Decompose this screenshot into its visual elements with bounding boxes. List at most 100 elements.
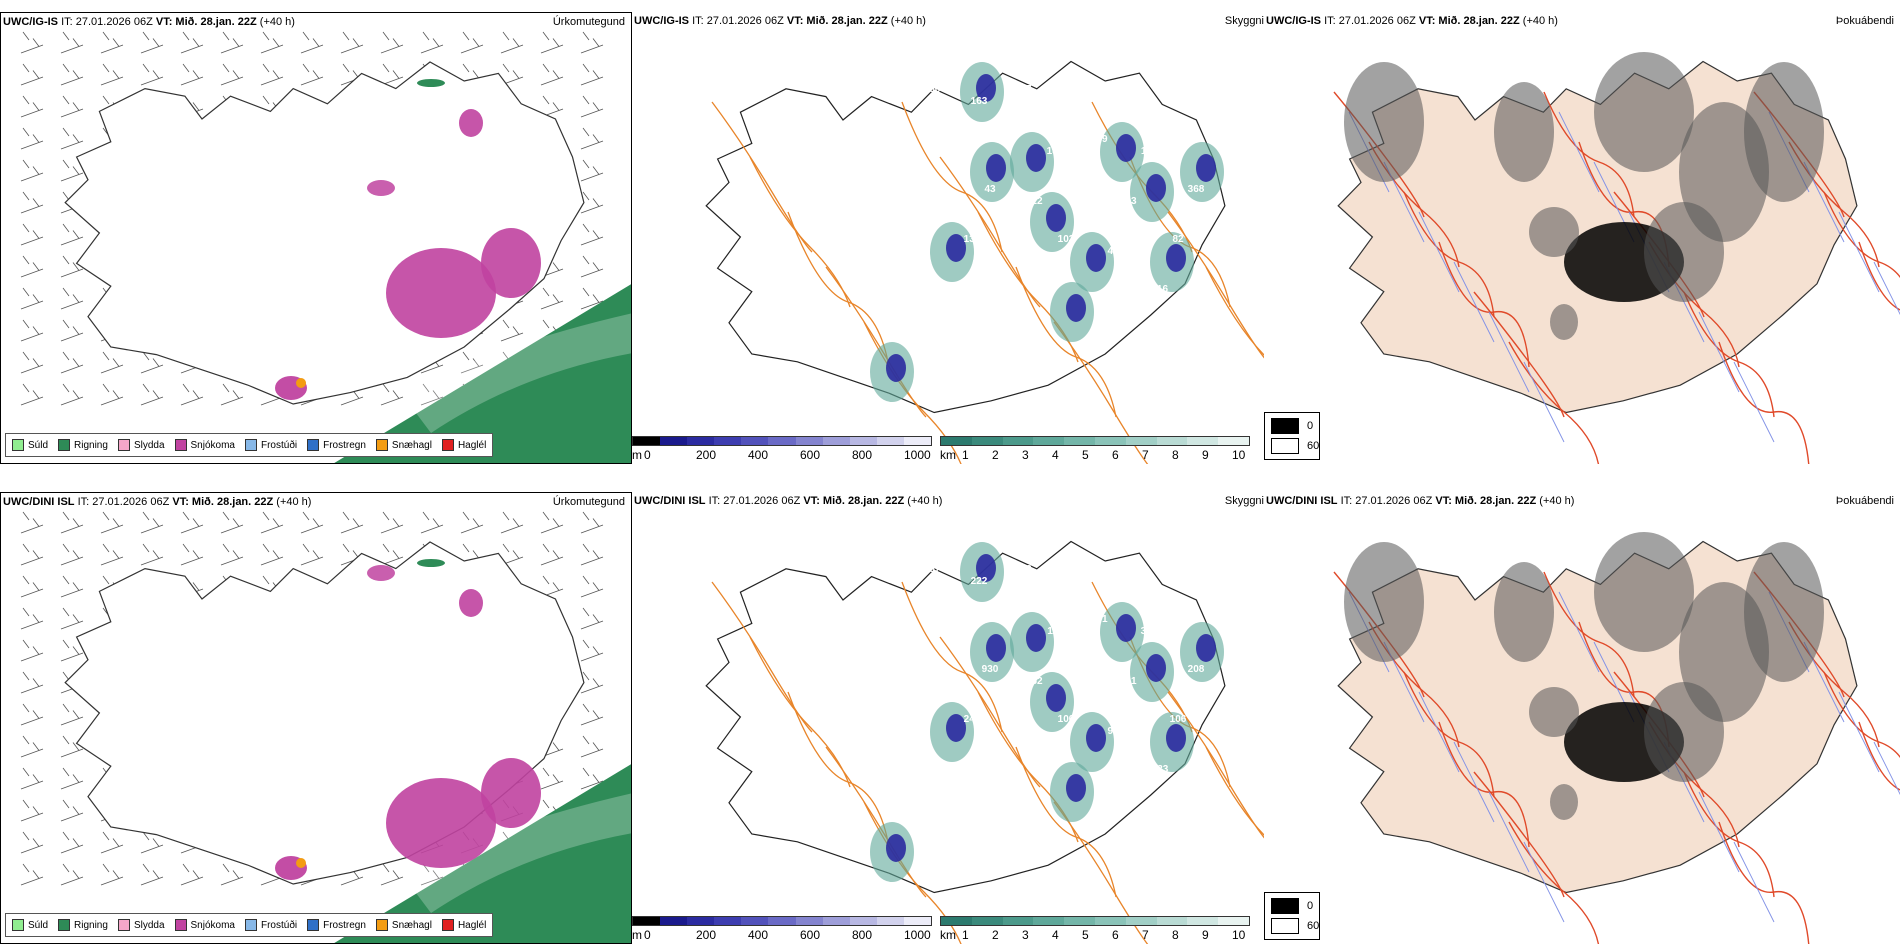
visibility-panel-2: UWC/DINI ISL IT: 27.01.2026 06Z VT: Mið.… xyxy=(632,492,1264,944)
colorbar-cell xyxy=(1033,917,1065,925)
wind-barb xyxy=(60,511,84,534)
wind-barb xyxy=(100,511,124,534)
panel-header: UWC/DINI ISL IT: 27.01.2026 06Z VT: Mið.… xyxy=(1266,495,1575,507)
legend-item: Frostúði xyxy=(244,919,297,931)
wind-barb xyxy=(540,767,564,790)
colorbar-tick-label: 10 xyxy=(1232,448,1246,462)
fog-area xyxy=(1494,82,1554,182)
wind-barb xyxy=(60,607,84,630)
precip-cell xyxy=(1086,724,1106,752)
wind-barb xyxy=(20,63,44,86)
wind-barb xyxy=(60,319,84,342)
legend-swatch-black xyxy=(1271,418,1299,434)
precip-type-map xyxy=(20,31,631,463)
wind-barb xyxy=(580,671,604,694)
precip-value-label: 82 xyxy=(1172,234,1184,245)
wind-barb xyxy=(60,127,84,150)
precip-value-label: 130 xyxy=(964,234,981,245)
colorbar-tick-label: 3 xyxy=(1022,928,1029,942)
fog-area xyxy=(1744,542,1824,682)
wind-barb xyxy=(180,383,204,406)
road xyxy=(1683,771,1775,898)
precip-cell xyxy=(946,714,966,742)
precip-cell xyxy=(976,554,996,582)
wind-barb xyxy=(580,607,604,630)
wind-barb xyxy=(20,159,44,182)
fog-area xyxy=(1644,682,1724,782)
precip-cell xyxy=(1026,624,1046,652)
wind-barb xyxy=(580,191,604,214)
precip-value-label: 72 xyxy=(1161,576,1173,587)
precip-cell xyxy=(1116,134,1136,162)
colorbar-unit: km xyxy=(940,448,956,462)
wind-barb xyxy=(60,95,84,118)
precip-cell xyxy=(1166,244,1186,272)
precip-cell xyxy=(1166,724,1186,752)
colorbar-cell xyxy=(660,917,688,925)
wind-barb xyxy=(260,63,284,86)
precip-value-label: 32 xyxy=(995,776,1007,787)
legend-swatch-rigning xyxy=(58,439,71,451)
river xyxy=(1558,591,1600,673)
wind-barb xyxy=(220,543,244,566)
colorbar-unit: m xyxy=(632,448,642,462)
wind-barb xyxy=(20,799,44,822)
precip-value-label: 103 xyxy=(1058,234,1075,245)
wind-barb xyxy=(220,383,244,406)
precip-value-label: 58 xyxy=(937,196,949,207)
wind-barb xyxy=(100,831,124,854)
wind-barb xyxy=(140,543,164,566)
rain-area xyxy=(334,284,631,463)
snow-area xyxy=(459,589,483,617)
precip-value-label: 22 xyxy=(1031,196,1043,207)
colorbar-tick-label: 800 xyxy=(852,448,873,462)
wind-barb xyxy=(20,127,44,150)
road xyxy=(787,211,889,363)
precip-cell xyxy=(1066,294,1086,322)
wind-barb xyxy=(460,511,484,534)
precip-value-label: 116 xyxy=(1152,284,1169,295)
river xyxy=(1453,741,1495,823)
precip-value-label: 35 xyxy=(948,284,960,295)
colorbar-cell xyxy=(714,917,742,925)
fog-area xyxy=(1494,562,1554,662)
legend-item: Rigning xyxy=(58,919,108,931)
legend-swatch-black xyxy=(1271,898,1299,914)
legend-swatch-snjokoma xyxy=(174,919,187,931)
wind-barb xyxy=(420,511,444,534)
panel-title: Þokuábendi xyxy=(1835,495,1894,507)
wind-barb xyxy=(380,31,404,54)
snow-area xyxy=(386,248,496,338)
panel-header: UWC/IG-IS IT: 27.01.2026 06Z VT: Mið. 28… xyxy=(3,16,295,28)
wind-barb xyxy=(140,511,164,534)
road xyxy=(711,101,813,253)
precip-value-label: 20 xyxy=(1002,134,1014,145)
wind-barb xyxy=(500,319,524,342)
colorbar-cell xyxy=(1064,437,1095,445)
precip-value-label: 100 xyxy=(1058,714,1075,725)
rain-area xyxy=(417,79,445,87)
wind-barb xyxy=(60,831,84,854)
wind-barb xyxy=(20,863,44,886)
wind-barb xyxy=(580,703,604,726)
precip-value-label: 87 xyxy=(1020,84,1032,95)
colorbar-cell xyxy=(633,917,661,925)
road xyxy=(1508,821,1600,944)
wind-barb xyxy=(460,351,484,374)
wind-barb xyxy=(540,63,564,86)
river xyxy=(1698,311,1740,393)
wind-barb xyxy=(580,31,604,54)
legend-item: Slydda xyxy=(117,439,165,451)
panel-title: Þokuábendi xyxy=(1835,15,1894,27)
road xyxy=(901,101,1003,253)
legend-swatch-snjokoma xyxy=(174,439,187,451)
wind-barb xyxy=(180,543,204,566)
wind-barb xyxy=(580,639,604,662)
colorbar-cell xyxy=(876,437,904,445)
colorbar-tick-label: 0 xyxy=(644,448,651,462)
road xyxy=(787,691,889,843)
legend-item: Súld xyxy=(12,439,48,451)
colorbar-cell xyxy=(1125,917,1157,925)
wind-barb xyxy=(380,863,404,886)
road xyxy=(1543,91,1635,218)
